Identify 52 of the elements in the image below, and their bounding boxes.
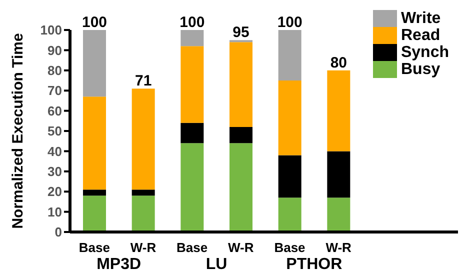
- bar: [327, 198, 350, 232]
- legend-label: Synch: [400, 44, 449, 62]
- total-label: 100: [180, 14, 205, 31]
- bar: [278, 155, 302, 198]
- bar: [278, 80, 302, 156]
- bar: [327, 70, 350, 152]
- total-label: 95: [232, 24, 250, 42]
- legend-label: Read: [400, 26, 440, 44]
- bar: [327, 151, 350, 198]
- bar: [180, 122, 204, 144]
- bar: [132, 88, 155, 190]
- y-tick-label: 60: [48, 103, 62, 118]
- text: LU: [206, 256, 228, 273]
- total-label: 80: [330, 54, 348, 72]
- bar: [278, 198, 302, 232]
- y-tick-label: 20: [48, 184, 62, 200]
- y-tick-label: 40: [48, 144, 62, 159]
- x-tick-label: Base: [176, 240, 208, 255]
- y-tick-label: 70: [48, 83, 62, 98]
- bar: [132, 196, 155, 232]
- text: MP3D: [96, 256, 142, 273]
- bar: [83, 30, 106, 97]
- x-tick-label: W-R: [228, 240, 254, 255]
- bar: [230, 143, 252, 232]
- bar: [83, 190, 106, 196]
- x-tick-label: W-R: [130, 240, 157, 255]
- bar: [180, 143, 204, 232]
- legend-label: Write: [400, 10, 441, 28]
- x-tick-label: W-R: [326, 240, 352, 255]
- legend-label: Busy: [400, 60, 440, 78]
- bar: [230, 126, 252, 144]
- total-label: 100: [82, 14, 108, 31]
- bar: [83, 96, 106, 190]
- bar: [83, 196, 106, 232]
- y-tick-label: 80: [48, 63, 62, 78]
- total-label: 71: [134, 72, 152, 90]
- y-tick-label: 50: [48, 124, 62, 139]
- total-label: 100: [277, 14, 302, 31]
- y-axis-title: Normalized Execution Time: [10, 33, 26, 229]
- x-tick-label: Base: [78, 240, 110, 255]
- bar: [278, 30, 302, 80]
- bar: [230, 42, 252, 127]
- y-tick-label: 30: [48, 164, 62, 180]
- y-tick-label: 90: [48, 42, 62, 58]
- y-tick-label: 0: [54, 224, 62, 240]
- bar: [180, 30, 204, 46]
- bar: [132, 190, 155, 196]
- text: PTHOR: [286, 256, 343, 273]
- x-tick-label: Base: [274, 240, 306, 255]
- y-tick-label: 100: [40, 22, 62, 38]
- bar: [180, 46, 204, 123]
- y-tick-label: 10: [48, 204, 62, 220]
